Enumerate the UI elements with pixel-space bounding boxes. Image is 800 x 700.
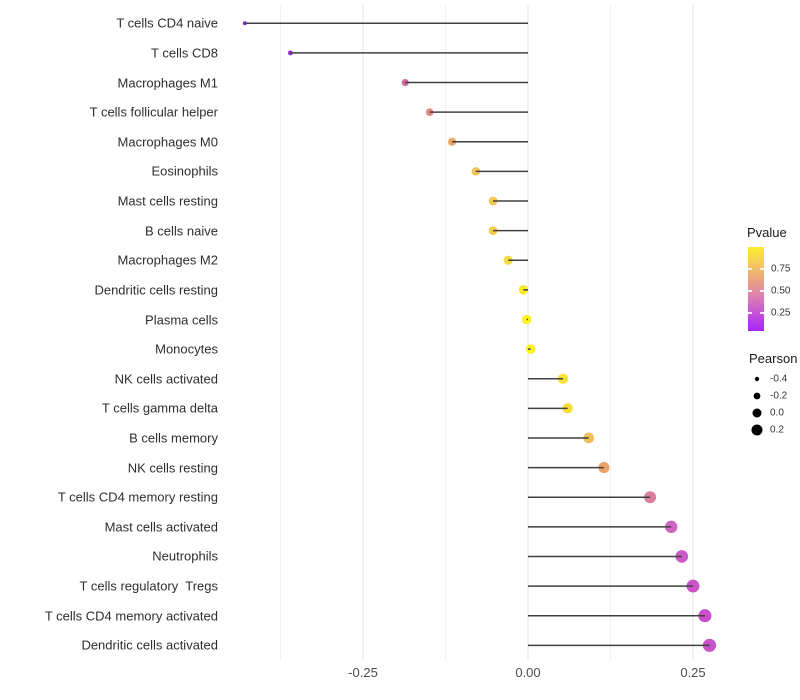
pvalue-tick-label: 0.75 [771,263,791,275]
y-axis-label: B cells naive [145,223,218,239]
pvalue-tick-label: 0.25 [771,307,791,319]
y-axis-label: NK cells resting [127,460,218,476]
y-axis-label: Dendritic cells activated [81,637,218,653]
y-axis-label: Mast cells resting [117,193,218,209]
y-axis-label: T cells CD8 [151,45,218,61]
pvalue-tick-mark [760,290,764,292]
pvalue-colorbar [748,247,764,331]
y-axis-label: T cells regulatory Tregs [79,578,218,594]
y-axis-label: Macrophages M1 [117,75,218,91]
y-axis-label: NK cells activated [114,371,218,387]
legend-pearson-title: Pearson [749,351,798,366]
pvalue-tick-label: 0.50 [771,285,791,297]
x-axis-tick-label: -0.25 [348,665,378,680]
y-axis-label: Plasma cells [145,312,218,327]
pvalue-tick-mark [748,290,752,292]
pearson-size-dot [753,392,761,400]
x-axis-tick-label: 0.25 [680,665,706,680]
x-axis-tick-label: 0.00 [515,665,541,680]
y-axis-label: T cells CD4 naive [116,15,218,31]
y-axis-label: Macrophages M2 [117,252,218,268]
pearson-size-label: -0.2 [770,390,788,402]
pearson-size-label: -0.4 [770,373,788,385]
y-axis-label: B cells memory [129,430,218,446]
pearson-size-dot [751,424,763,436]
pearson-size-dot [754,376,760,382]
pearson-size-dot [752,408,762,418]
legend-pvalue-title: Pvalue [747,225,787,240]
y-axis-label: Macrophages M0 [117,134,218,150]
y-axis-label: T cells CD4 memory activated [44,608,218,624]
pearson-size-label: 0.0 [770,407,784,419]
pearson-size-label: 0.2 [770,424,784,436]
y-axis-label: T cells follicular helper [89,104,218,120]
pvalue-tick-mark [760,268,764,270]
y-axis-label: Mast cells activated [104,519,218,535]
y-axis-label: Dendritic cells resting [94,282,218,298]
pvalue-tick-mark [748,312,752,314]
y-axis-label: Monocytes [155,341,218,357]
pvalue-tick-mark [760,312,764,314]
y-axis-label: Neutrophils [152,548,218,564]
y-axis-label: T cells CD4 memory resting [57,489,218,505]
y-axis-label: T cells gamma delta [101,400,218,416]
pvalue-tick-mark [748,268,752,270]
y-axis-label: Eosinophils [151,163,219,179]
